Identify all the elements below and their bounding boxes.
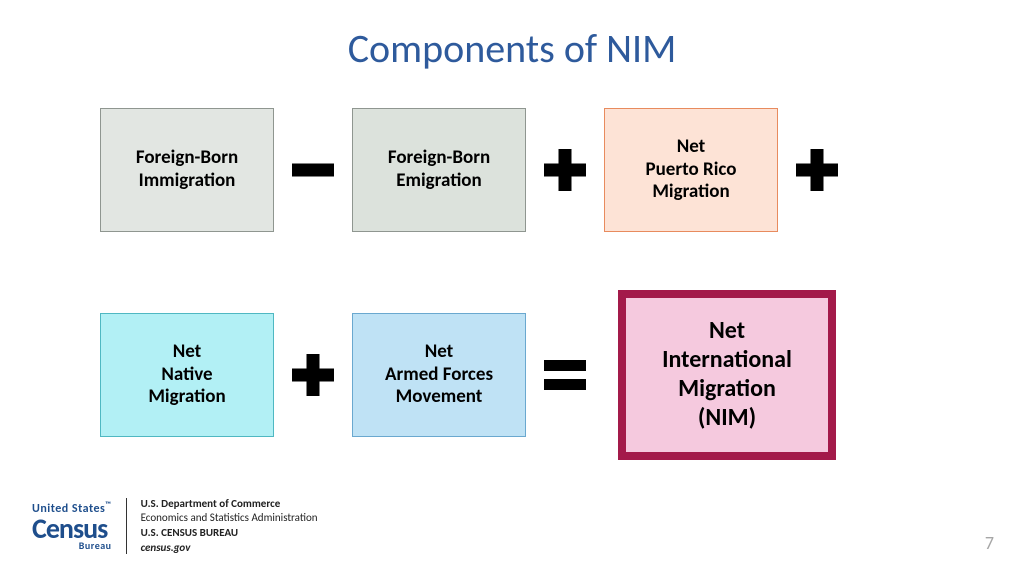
dept-line-4: census.gov <box>141 541 318 556</box>
plus-operator <box>274 313 352 437</box>
equation-row-2: NetNativeMigration NetArmed ForcesMoveme… <box>100 290 836 460</box>
census-logo: United States™ Census Bureau <box>32 501 112 551</box>
box-net-puerto-rico-migration: NetPuerto RicoMigration <box>604 108 778 232</box>
box-foreign-born-immigration: Foreign-BornImmigration <box>100 108 274 232</box>
footer-divider <box>126 498 127 554</box>
dept-line-3: U.S. CENSUS BUREAU <box>141 526 318 541</box>
logo-sub-text: Bureau <box>79 541 112 551</box>
minus-operator <box>274 108 352 232</box>
box-label: NetPuerto RicoMigration <box>646 136 737 204</box>
box-label: NetNativeMigration <box>148 341 225 409</box>
slide-title: Components of NIM <box>0 24 1024 73</box>
box-label: NetInternationalMigration(NIM) <box>662 317 792 432</box>
box-net-international-migration: NetInternationalMigration(NIM) <box>618 290 836 460</box>
page-number: 7 <box>985 532 994 554</box>
dept-line-1: U.S. Department of Commerce <box>141 497 318 512</box>
box-label: Foreign-BornImmigration <box>136 147 238 193</box>
box-foreign-born-emigration: Foreign-BornEmigration <box>352 108 526 232</box>
department-info: U.S. Department of Commerce Economics an… <box>141 497 318 556</box>
footer: United States™ Census Bureau U.S. Depart… <box>32 497 318 556</box>
equation-row-1: Foreign-BornImmigration Foreign-BornEmig… <box>100 108 856 232</box>
plus-operator <box>526 108 604 232</box>
box-label: NetArmed ForcesMovement <box>385 341 493 409</box>
box-label: Foreign-BornEmigration <box>388 147 490 193</box>
box-net-armed-forces-movement: NetArmed ForcesMovement <box>352 313 526 437</box>
dept-line-2: Economics and Statistics Administration <box>141 511 318 526</box>
slide: Components of NIM Foreign-BornImmigratio… <box>0 0 1024 576</box>
equals-operator <box>526 313 604 437</box>
plus-operator <box>778 108 856 232</box>
box-net-native-migration: NetNativeMigration <box>100 313 274 437</box>
